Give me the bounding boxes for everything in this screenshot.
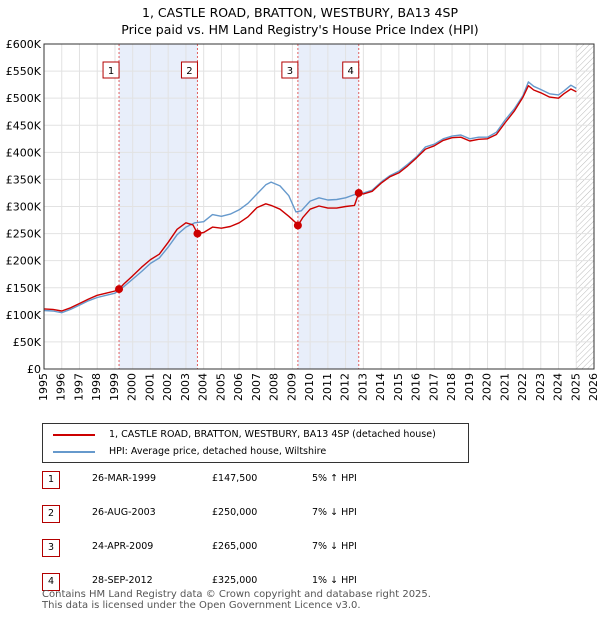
sale-point [354,188,363,197]
sale-number: 3 [42,539,60,557]
sale-row: 4 28-SEP-2012 £325,000 1% ↓ HPI [42,573,482,593]
x-tick-label: 2020 [481,373,494,401]
sale-row: 2 26-AUG-2003 £250,000 7% ↓ HPI [42,505,482,525]
sale-date: 28-SEP-2012 [92,575,153,586]
sale-hpi-diff: 7% ↓ HPI [312,541,357,552]
title-line-2: Price paid vs. HM Land Registry's House … [121,22,479,37]
sale-row: 3 24-APR-2009 £265,000 7% ↓ HPI [42,539,482,559]
x-tick-label: 2019 [463,373,476,401]
sale-label: 4 [342,61,360,79]
sale-label-number: 3 [287,66,293,77]
x-tick-label: 1996 [55,373,68,401]
footer: Contains HM Land Registry data © Crown c… [42,589,431,611]
sale-row: 1 26-MAR-1999 £147,500 5% ↑ HPI [42,471,482,491]
x-tick-label: 2009 [285,373,298,401]
x-tick-label: 2018 [445,373,458,401]
legend-swatch-property [53,434,95,436]
y-tick-label: £250K [6,228,42,241]
y-tick-label: £450K [6,119,42,132]
sale-price: £325,000 [212,575,258,586]
sale-label: 1 [102,61,120,79]
x-tick-label: 2001 [143,373,156,401]
x-tick-label: 2005 [214,373,227,401]
x-tick-label: 1999 [108,373,121,401]
hpi-series-line [43,81,577,314]
price-chart: £0 £50K £100K £150K £200K £250K £300K £350K £400… [6,38,600,401]
sale-date: 26-MAR-1999 [92,473,157,484]
sale-point [115,285,124,294]
sale-label-box [342,61,360,79]
x-tick-label: 2023 [534,373,547,401]
x-tick-label: 2002 [161,373,174,401]
x-tick-label: 2011 [321,373,334,401]
y-tick-label: £500K [6,92,42,105]
x-tick-label: 2006 [232,373,245,401]
sale-hpi-diff: 7% ↓ HPI [312,507,357,518]
sale-label-number: 2 [186,66,192,77]
legend-label-property: 1, CASTLE ROAD, BRATTON, WESTBURY, BA13 … [109,429,436,440]
sale-label-box [281,61,299,79]
property-series-line [43,84,577,312]
plot-frame [43,43,595,370]
x-tick-label: 1998 [90,373,103,401]
sale-label-box [180,61,198,79]
sale-price: £250,000 [212,507,258,518]
sale-price: £265,000 [212,541,258,552]
y-tick-label: £150K [6,282,42,295]
sale-label: 2 [180,61,198,79]
y-tick-label: £100K [6,309,42,322]
x-tick-label: 2008 [268,373,281,401]
x-tick-label: 1995 [37,373,50,401]
y-tick-label: £550K [6,65,42,78]
y-tick-label: £0 [27,363,41,376]
x-tick-label: 2012 [339,373,352,401]
sale-label-number: 1 [108,66,114,77]
x-tick-label: 2015 [392,373,405,401]
sale-label-box [102,61,120,79]
x-tick-label: 1997 [72,373,85,401]
sale-date: 26-AUG-2003 [92,507,156,518]
legend-swatch-hpi [53,451,95,453]
sale-label: 3 [281,61,299,79]
sale-point [193,229,202,238]
legend-label-hpi: HPI: Average price, detached house, Wilt… [109,446,327,457]
x-tick-label: 2004 [197,373,210,401]
sale-date: 24-APR-2009 [92,541,154,552]
x-tick-label: 2013 [356,373,369,401]
x-tick-label: 2010 [303,373,316,401]
sale-number: 4 [42,573,60,591]
footer-line-2: This data is licensed under the Open Gov… [42,600,361,611]
title-line-1: 1, CASTLE ROAD, BRATTON, WESTBURY, BA13 … [142,5,458,20]
sale-price: £147,500 [212,473,258,484]
x-tick-label: 2016 [410,373,423,401]
x-tick-label: 2021 [498,373,511,401]
sale-hpi-diff: 5% ↑ HPI [312,473,357,484]
x-tick-label: 2014 [374,373,387,401]
x-tick-label: 2026 [587,373,600,401]
sale-number: 1 [42,471,60,489]
x-tick-label: 2022 [516,373,529,401]
x-tick-label: 2007 [250,373,263,401]
sale-number: 2 [42,505,60,523]
sale-hpi-diff: 1% ↓ HPI [312,575,357,586]
y-tick-label: £200K [6,255,42,268]
x-tick-label: 2003 [179,373,192,401]
x-tick-label: 2025 [569,373,582,401]
y-tick-label: £350K [6,173,42,186]
x-tick-label: 2000 [126,373,139,401]
y-tick-label: £400K [6,146,42,159]
footer-line-1: Contains HM Land Registry data © Crown c… [42,589,431,600]
sale-label-number: 4 [348,66,354,77]
chart-title: 1, CASTLE ROAD, BRATTON, WESTBURY, BA13 … [0,4,600,38]
y-tick-label: £50K [13,336,42,349]
x-tick-label: 2017 [427,373,440,401]
y-tick-label: £300K [6,201,42,214]
y-tick-label: £600K [6,38,42,51]
legend: 1, CASTLE ROAD, BRATTON, WESTBURY, BA13 … [42,423,469,463]
sale-point [293,221,302,230]
x-tick-label: 2024 [552,373,565,401]
